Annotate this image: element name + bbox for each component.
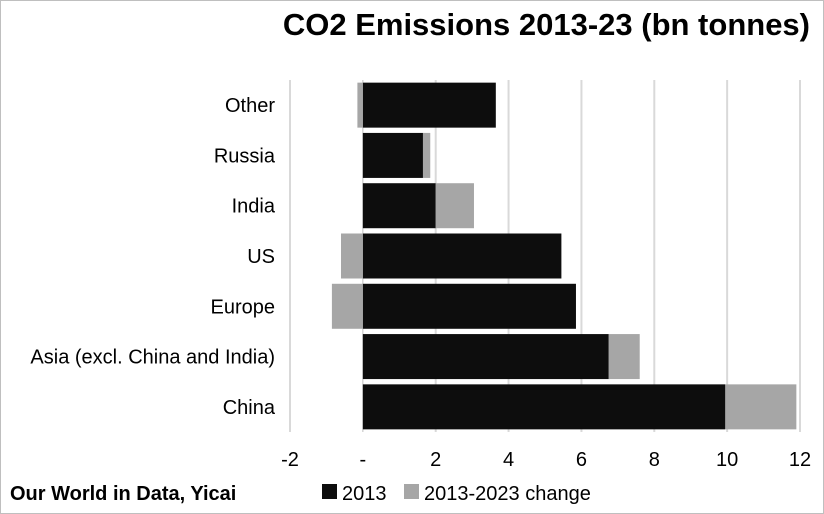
bar-2013	[362, 384, 726, 430]
legend-swatch-change	[404, 484, 419, 499]
bar-change	[725, 384, 797, 430]
x-tick-label: 2	[430, 449, 441, 471]
bar-2013	[362, 233, 562, 279]
bar-2013	[362, 82, 496, 128]
bar-change	[341, 233, 363, 279]
category-label: Asia (excl. China and India)	[30, 347, 275, 369]
category-label: Russia	[214, 145, 276, 167]
bar-2013	[362, 132, 423, 178]
source-note: Our World in Data, Yicai	[10, 483, 236, 505]
x-tick-label: 8	[649, 449, 660, 471]
bar-change	[331, 283, 363, 329]
x-tick-label: 6	[576, 449, 587, 471]
category-label: Other	[225, 95, 275, 117]
bar-change	[357, 82, 363, 128]
bar-change	[422, 132, 431, 178]
bars	[331, 82, 797, 430]
x-tick-label: -2	[281, 449, 299, 471]
x-tick-label: 12	[789, 449, 811, 471]
legend-label-2013: 2013	[342, 483, 387, 505]
x-tick-label: 4	[503, 449, 514, 471]
category-label: India	[232, 196, 276, 218]
x-tick-label: -	[360, 449, 367, 471]
bar-2013	[362, 334, 609, 380]
legend-swatch-2013	[322, 484, 337, 499]
chart-title: CO2 Emissions 2013-23 (bn tonnes)	[283, 7, 810, 42]
category-label: China	[223, 397, 276, 419]
category-label: US	[247, 246, 275, 268]
legend: 2013 2013-2023 change	[322, 483, 591, 505]
category-labels: Other Russia India US Europe Asia (excl. Chin…	[30, 95, 275, 419]
bar-2013	[362, 283, 576, 329]
bar-change	[608, 334, 640, 380]
x-tick-label: 10	[716, 449, 738, 471]
legend-label-change: 2013-2023 change	[424, 483, 591, 505]
x-axis-ticks: -2-2 4 6 8 10 12	[281, 449, 811, 471]
bar-change	[435, 183, 474, 229]
bar-2013	[362, 183, 436, 229]
category-label: Europe	[211, 296, 276, 318]
